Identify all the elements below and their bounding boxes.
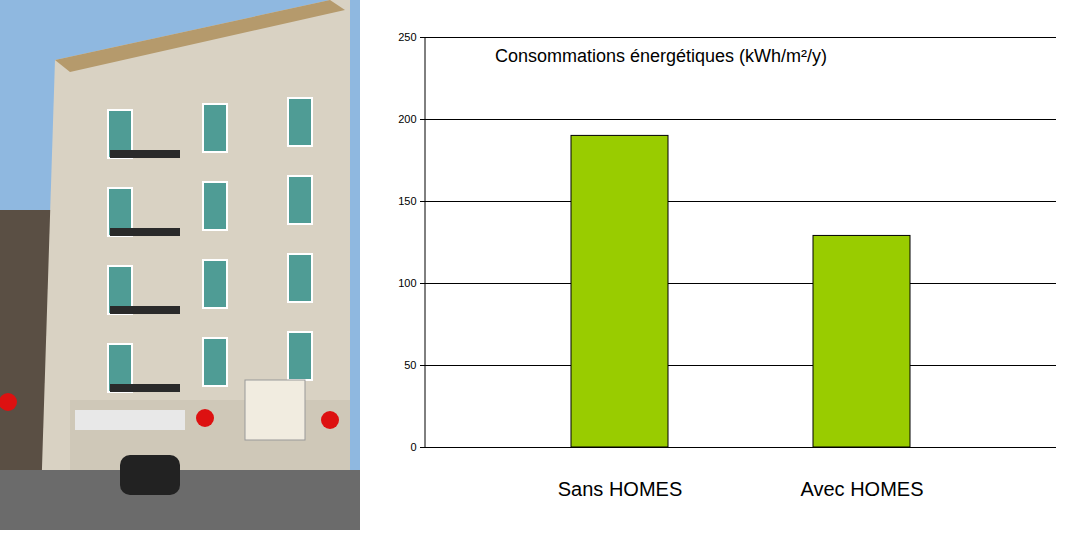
svg-text:Avec HOMES: Avec HOMES bbox=[801, 478, 924, 500]
svg-text:Sans HOMES: Sans HOMES bbox=[558, 478, 682, 500]
svg-text:150: 150 bbox=[398, 195, 416, 207]
svg-text:0: 0 bbox=[410, 441, 416, 453]
svg-text:100: 100 bbox=[398, 277, 416, 289]
svg-text:200: 200 bbox=[398, 113, 416, 125]
svg-text:Consommations énergétiques (kW: Consommations énergétiques (kWh/m²/y) bbox=[495, 46, 827, 66]
svg-text:250: 250 bbox=[398, 31, 416, 43]
svg-text:50: 50 bbox=[404, 359, 416, 371]
